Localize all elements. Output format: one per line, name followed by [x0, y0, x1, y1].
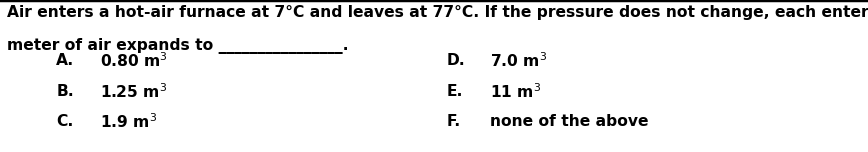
- Text: 0.80 m$^3$: 0.80 m$^3$: [100, 51, 168, 70]
- Text: none of the above: none of the above: [490, 114, 649, 129]
- Text: D.: D.: [447, 53, 466, 68]
- Text: 1.25 m$^3$: 1.25 m$^3$: [100, 82, 167, 101]
- Text: F.: F.: [447, 114, 461, 129]
- Text: Air enters a hot-air furnace at 7°C and leaves at 77°C. If the pressure does not: Air enters a hot-air furnace at 7°C and …: [7, 5, 868, 20]
- Text: B.: B.: [56, 84, 74, 99]
- Text: A.: A.: [56, 53, 75, 68]
- Text: C.: C.: [56, 114, 74, 129]
- Text: 11 m$^3$: 11 m$^3$: [490, 82, 542, 101]
- Text: 1.9 m$^3$: 1.9 m$^3$: [100, 112, 157, 131]
- Text: 7.0 m$^3$: 7.0 m$^3$: [490, 51, 548, 70]
- Text: meter of air expands to ________________.: meter of air expands to ________________…: [7, 38, 349, 54]
- Text: E.: E.: [447, 84, 464, 99]
